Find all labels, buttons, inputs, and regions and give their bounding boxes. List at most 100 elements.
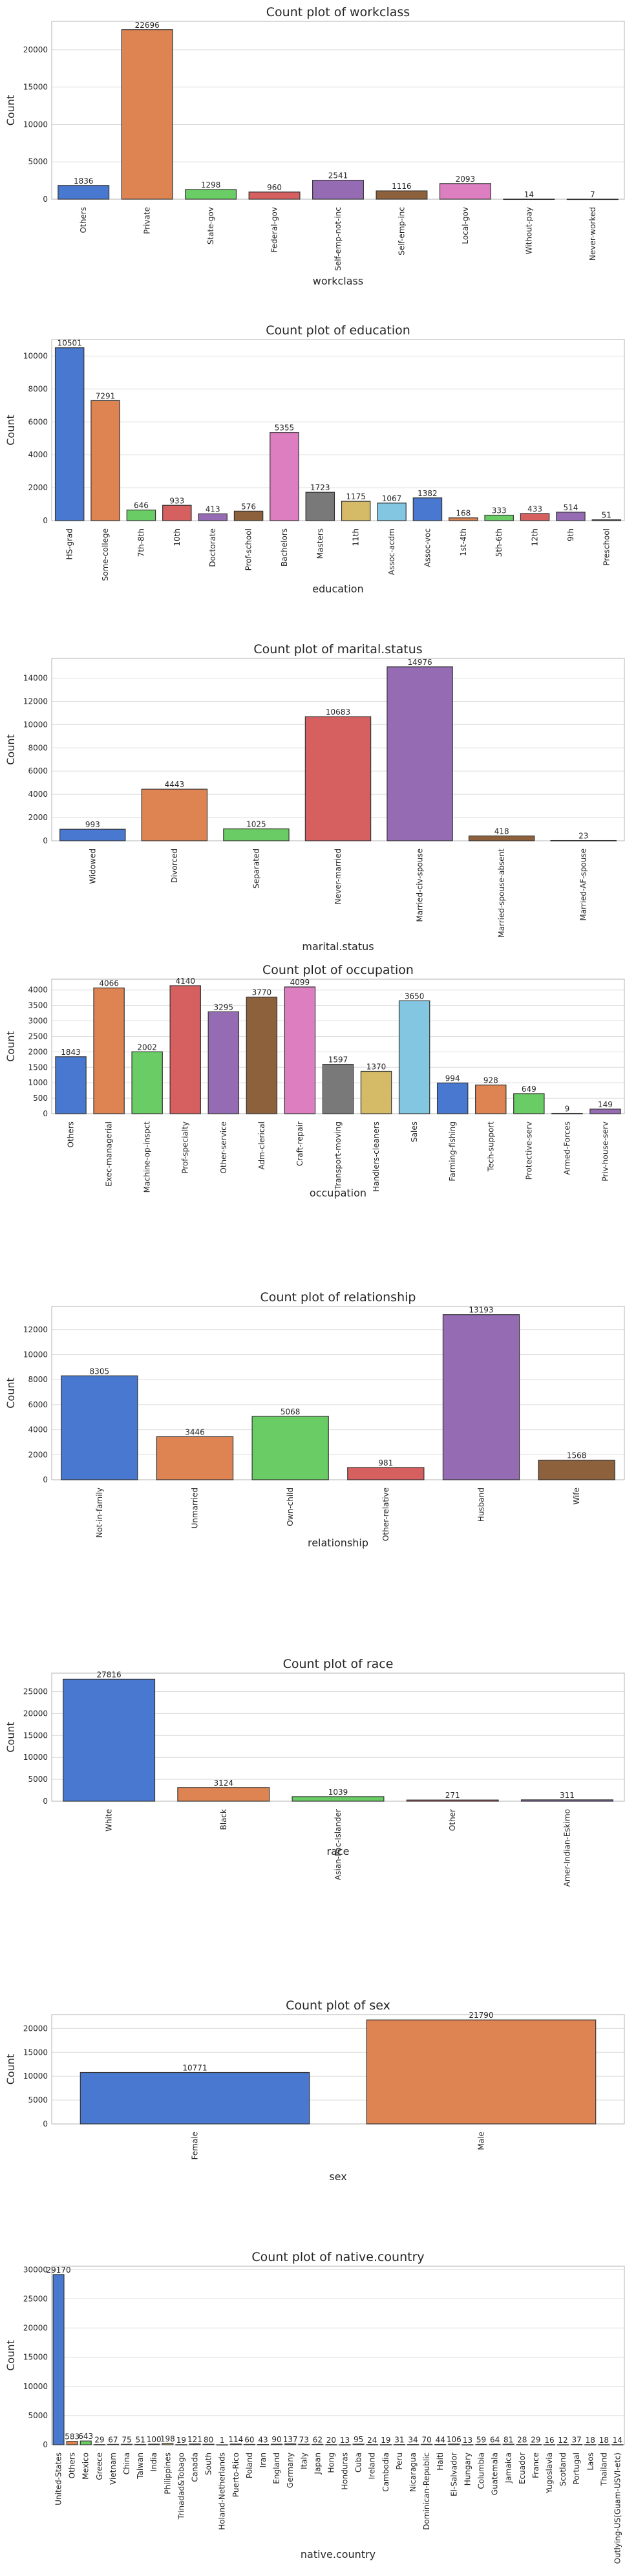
y-tick-label: 0 <box>43 2440 48 2449</box>
bar <box>270 432 299 521</box>
x-tick-label: Other-relative <box>381 1488 390 1541</box>
bar <box>503 199 555 200</box>
bar <box>284 2443 297 2445</box>
bar-value-label: 28 <box>517 2436 527 2445</box>
bar <box>243 2443 255 2445</box>
x-tick-label: Guatemala <box>491 2452 500 2495</box>
y-tick-label: 6000 <box>28 417 48 426</box>
bar-value-label: 576 <box>241 502 256 511</box>
x-tick-label: Honduras <box>341 2452 350 2490</box>
y-axis-label: Count <box>5 415 17 446</box>
x-tick-label: Cuba <box>354 2452 363 2473</box>
bar <box>58 185 110 200</box>
bar-value-label: 12 <box>558 2436 567 2445</box>
plot-border <box>51 339 625 521</box>
x-tick-label: Own-child <box>286 1488 295 1526</box>
y-tick-label: 2500 <box>28 1032 48 1041</box>
bar <box>475 1085 507 1114</box>
x-tick-label: Greece <box>95 2452 104 2480</box>
bar-value-label: 18 <box>599 2436 609 2445</box>
x-tick-label: Iran <box>259 2452 268 2467</box>
bar-value-label: 24 <box>367 2436 377 2445</box>
bar <box>449 517 478 521</box>
bar-value-label: 22696 <box>135 21 160 30</box>
chart-3: 0 500 1000 1500 2000 2500 3000 3500 4000 1843 Othe… <box>5 963 625 1199</box>
y-tick-label: 0 <box>43 836 48 845</box>
y-tick-label: 0 <box>43 1797 48 1806</box>
bar-value-label: 3446 <box>185 1427 205 1436</box>
bar-value-label: 8305 <box>90 1367 110 1376</box>
x-tick-label: Unmarried <box>191 1488 200 1528</box>
bar-value-label: 1568 <box>567 1451 587 1460</box>
y-tick-label: 500 <box>33 1094 48 1103</box>
bar <box>131 1051 163 1114</box>
bar <box>246 997 278 1114</box>
bar-value-label: 90 <box>271 2435 281 2444</box>
y-tick-label: 5000 <box>28 1775 48 1784</box>
bar <box>448 2443 460 2445</box>
y-tick-label: 10000 <box>23 1753 48 1762</box>
bar-value-label: 59 <box>476 2435 486 2444</box>
plot-area <box>52 340 624 521</box>
y-tick-label: 2000 <box>28 1047 48 1056</box>
plot-border <box>51 2266 625 2445</box>
x-tick-label: Married-spouse-absent <box>497 849 506 938</box>
chart-title: Count plot of education <box>266 323 410 338</box>
x-tick-label: Farming-fishing <box>448 1121 457 1181</box>
bar-value-label: 1843 <box>61 1048 81 1057</box>
x-tick-label: Canada <box>191 2452 200 2482</box>
x-tick-label: Others <box>79 207 88 233</box>
bar <box>312 2443 324 2445</box>
bar-value-label: 3650 <box>405 991 425 1001</box>
bar <box>412 497 443 521</box>
bar-value-label: 13193 <box>469 1306 493 1315</box>
bar <box>63 1678 156 1802</box>
bar <box>93 987 125 1114</box>
bar <box>80 2440 92 2445</box>
bar-value-label: 114 <box>228 2435 243 2444</box>
bar-value-label: 75 <box>122 2435 131 2444</box>
bar-value-label: 16 <box>544 2436 554 2445</box>
x-axis-label: sex <box>329 2170 346 2183</box>
bar-value-label: 198 <box>160 2434 175 2443</box>
y-tick-label: 15000 <box>23 83 48 92</box>
bar <box>61 1375 138 1480</box>
y-tick-label: 3000 <box>28 1017 48 1026</box>
bar-value-label: 137 <box>283 2435 298 2444</box>
x-tick-label: Prof-specialty <box>181 1121 190 1174</box>
bar-value-label: 5068 <box>281 1407 301 1416</box>
x-tick-label: United-States <box>54 2452 63 2506</box>
chart-6: 0 5000 10000 15000 20000 10771 Female 21790 Male… <box>5 1998 625 2183</box>
x-tick-label: Italy <box>299 2452 308 2469</box>
bar-value-label: 29 <box>94 2436 104 2445</box>
y-tick-label: 12000 <box>23 697 48 706</box>
bar <box>207 1011 240 1114</box>
y-tick-label: 3500 <box>28 1001 48 1010</box>
bar-value-label: 2002 <box>137 1043 157 1052</box>
bar-value-label: 10771 <box>182 2064 207 2073</box>
y-tick-label: 0 <box>43 516 48 525</box>
x-tick-label: Self-emp-not-inc <box>334 207 343 271</box>
x-tick-label: Husband <box>477 1488 486 1522</box>
bar-value-label: 27816 <box>97 1670 122 1679</box>
bar <box>489 2443 501 2445</box>
x-tick-label: Self-emp-inc <box>397 207 406 255</box>
x-tick-label: Craft-repair <box>295 1121 304 1166</box>
bar <box>520 513 550 521</box>
x-tick-label: Yugoslavia <box>545 2452 554 2494</box>
bar-value-label: 4099 <box>290 978 310 987</box>
bar <box>59 828 126 841</box>
x-axis-label: native.country <box>301 2548 376 2560</box>
x-tick-label: Germany <box>286 2452 295 2488</box>
x-tick-label: Hong <box>326 2452 335 2473</box>
y-axis-label: Count <box>5 2340 17 2371</box>
bar-value-label: 418 <box>494 827 509 836</box>
y-tick-label: 15000 <box>23 2048 48 2057</box>
bar <box>484 514 514 521</box>
bar-value-label: 37 <box>572 2436 582 2445</box>
bar-value-label: 1039 <box>328 1788 348 1797</box>
x-tick-label: Peru <box>395 2452 404 2470</box>
bar <box>322 1064 354 1114</box>
bar-value-label: 81 <box>504 2435 513 2444</box>
y-tick-label: 10000 <box>23 351 48 360</box>
